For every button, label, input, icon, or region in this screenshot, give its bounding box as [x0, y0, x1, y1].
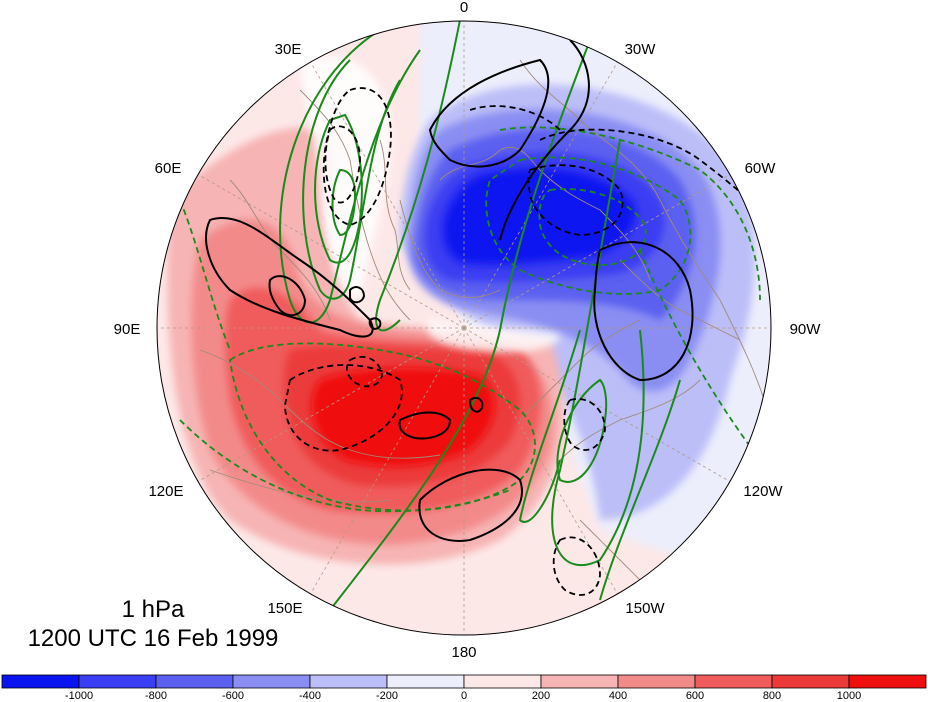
colorbar-swatch	[155, 674, 234, 689]
colorbar-swatch	[309, 674, 388, 689]
colorbar-tick-label: 600	[686, 690, 704, 702]
lon-label-60w: 60W	[745, 160, 777, 177]
pressure-level-label: 1 hPa	[122, 596, 185, 623]
colorbar-tick-label: -1000	[65, 690, 93, 702]
longitude-labels: 0 30W 60W 90W 120W 150W 180 150E 120E 90…	[114, 0, 822, 661]
green-contours-dashed	[179, 126, 761, 513]
colorbar-tick-label: 400	[609, 690, 627, 702]
colorbar-tick-label: -400	[299, 690, 321, 702]
colorbar-tick-label: 0	[461, 690, 467, 702]
lon-label-90e: 90E	[114, 321, 141, 338]
black-contours-dashed	[284, 87, 771, 596]
lon-label-120w: 120W	[743, 483, 783, 500]
colorbar: -1000 -800 -600 -400 -200 0 200 400 600 800 1000	[1, 674, 927, 702]
colorbar-swatch	[848, 674, 927, 689]
colorbar-tick-label: 800	[763, 690, 781, 702]
colorbar-swatch	[1, 674, 80, 689]
colorbar-swatch	[232, 674, 311, 689]
colorbar-swatch	[771, 674, 850, 689]
colorbar-swatch	[463, 674, 542, 689]
colorbar-swatch	[386, 674, 465, 689]
lon-label-150e: 150E	[267, 600, 302, 617]
map-border	[156, 20, 772, 636]
colorbar-swatch	[617, 674, 696, 689]
lon-label-90w: 90W	[790, 321, 822, 338]
lon-label-120e: 120E	[148, 483, 183, 500]
colorbar-tick-label: -800	[145, 690, 167, 702]
lon-label-0: 0	[460, 0, 468, 16]
colorbar-tick-label: -600	[222, 690, 244, 702]
lon-label-180: 180	[451, 644, 476, 661]
colorbar-tick-label: 1000	[837, 690, 861, 702]
colorbar-swatch	[78, 674, 157, 689]
datetime-label: 1200 UTC 16 Feb 1999	[28, 625, 279, 652]
lon-label-150w: 150W	[625, 600, 665, 617]
colorbar-tick-label: -200	[376, 690, 398, 702]
colorbar-swatch	[540, 674, 619, 689]
lon-label-60e: 60E	[155, 160, 182, 177]
lon-label-30w: 30W	[625, 41, 657, 58]
colorbar-tick-label: 200	[532, 690, 550, 702]
colorbar-swatch	[694, 674, 773, 689]
lon-label-30e: 30E	[275, 41, 302, 58]
black-contours	[205, 39, 694, 542]
